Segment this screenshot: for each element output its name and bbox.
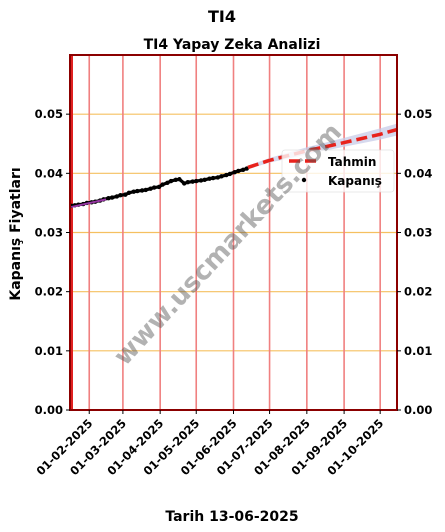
close-point — [173, 177, 178, 183]
close-point — [148, 186, 153, 191]
y-tick-label-left-4: 0.04 — [35, 166, 63, 180]
y-tick-label-right-2: 0.02 — [404, 285, 432, 299]
y-tick-label-right-5: 0.05 — [404, 107, 432, 121]
close-point — [118, 193, 123, 198]
close-point — [123, 192, 128, 197]
y-tick-label-left-5: 0.05 — [35, 107, 63, 121]
close-point — [135, 188, 140, 194]
x-axis-label: Tarih 13-06-2025 — [165, 509, 298, 525]
close-point — [207, 176, 212, 181]
legend-label-close: Kapanış — [328, 174, 382, 188]
y-tick-label-right-0: 0.00 — [404, 403, 432, 417]
watermark: www.uscmarkets.com — [108, 117, 348, 371]
close-point — [224, 172, 229, 178]
legend-label-forecast: Tahmin — [328, 155, 376, 169]
close-point — [160, 182, 165, 187]
chart-suptitle: TI4 — [208, 7, 236, 26]
close-point — [210, 175, 216, 181]
close-point — [215, 175, 221, 180]
legend: Tahmin Kapanış — [281, 149, 395, 193]
close-point — [198, 178, 204, 183]
close-point — [177, 177, 182, 182]
close-point — [156, 184, 162, 190]
close-point — [227, 171, 233, 177]
series-regression-line — [70, 198, 107, 209]
y-tick-label-right-4: 0.04 — [404, 166, 432, 180]
close-point — [240, 167, 246, 172]
close-point — [139, 188, 145, 193]
y-tick-label-right-3: 0.03 — [404, 226, 432, 240]
y-tick-label-left-0: 0.00 — [35, 403, 63, 417]
close-point — [151, 185, 157, 190]
close-point — [114, 194, 120, 199]
chart-title: TI4 Yapay Zeka Analizi — [144, 37, 321, 53]
close-point — [182, 181, 187, 186]
y-tick-label-left-1: 0.01 — [35, 344, 63, 358]
close-point — [190, 179, 195, 184]
close-point — [165, 180, 170, 185]
close-point — [131, 189, 136, 194]
close-point — [194, 178, 199, 184]
close-point — [106, 195, 111, 201]
close-point — [232, 169, 237, 175]
close-point — [202, 177, 207, 183]
y-tick-label-left-3: 0.03 — [35, 226, 63, 240]
close-point — [168, 178, 174, 184]
legend-close-swatch — [301, 177, 307, 183]
y-tick-label-right-1: 0.01 — [404, 344, 432, 358]
close-point — [236, 168, 241, 174]
close-point — [219, 174, 224, 179]
plot-area: 0.00 0.00 0.01 0.01 0.02 0.02 0.03 0.03 0.04 0.04… — [33, 54, 432, 478]
close-point — [244, 166, 249, 171]
close-point — [109, 195, 115, 200]
y-tick-label-left-2: 0.02 — [35, 285, 63, 299]
series-forecast-line — [247, 127, 397, 170]
y-axis-label: Kapanış Fiyatları — [8, 167, 24, 300]
close-point — [185, 180, 191, 185]
close-point — [126, 190, 132, 196]
close-point — [143, 187, 148, 193]
